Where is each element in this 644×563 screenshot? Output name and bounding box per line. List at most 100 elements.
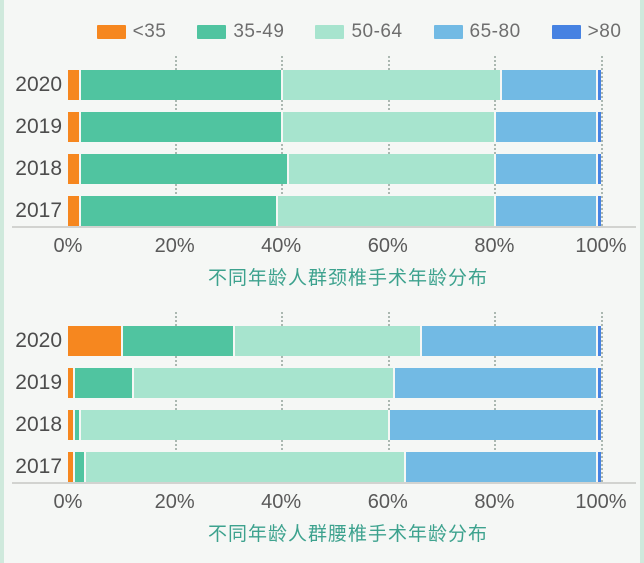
bar-segment-65-80 [419, 326, 596, 356]
legend-swatch-icon [197, 25, 227, 39]
year-label: 2020 [15, 73, 62, 96]
bar-track [68, 326, 601, 356]
bar-track [68, 368, 601, 398]
year-label: 2019 [15, 115, 62, 138]
bar-row: 2017 [12, 196, 636, 226]
bar-segment->80 [595, 154, 601, 184]
bar-segment-50-64 [78, 410, 388, 440]
gridline-100 [601, 312, 603, 482]
bar-segment-35-49 [73, 452, 84, 482]
x-axis-ticks: 0% 20% 40% 60% 80% 100% [54, 228, 627, 261]
cervical-surgery-chart: 2020 2019 2018 2017 0% 20% 40% 60% 80% 100% 不同年龄… [12, 56, 636, 290]
tick-label: 40% [261, 491, 302, 513]
bar-row: 2018 [12, 410, 636, 440]
bar-segment-50-64 [131, 368, 394, 398]
bar-segment-35-49 [78, 70, 282, 100]
legend-swatch-icon [551, 25, 581, 39]
bar-segment-35-49 [78, 112, 282, 142]
legend-label: 35-49 [233, 21, 285, 42]
bar-segment-<35 [68, 112, 79, 142]
bar-segment-65-80 [393, 368, 596, 398]
year-label: 2020 [15, 329, 62, 352]
tick-label: 0% [53, 491, 83, 513]
bar-segment-35-49 [73, 410, 79, 440]
bar-segment-50-64 [83, 452, 404, 482]
bar-segment-<35 [68, 452, 74, 482]
bar-segment-35-49 [78, 154, 287, 184]
x-axis-ticks: 0% 20% 40% 60% 80% 100% [54, 484, 627, 517]
bar-segment->80 [595, 70, 601, 100]
bar-track [68, 410, 601, 440]
legend-item: 50-64 [315, 21, 402, 43]
bar-rows: 2020 2019 2018 2017 [12, 326, 636, 482]
legend-swatch-icon [315, 25, 345, 39]
legend-swatch-icon [433, 25, 463, 39]
bar-row: 2018 [12, 154, 636, 184]
bar-track [68, 70, 601, 100]
tick-label: 0% [53, 235, 83, 257]
bar-segment-50-64 [281, 70, 500, 100]
bar-segment-65-80 [494, 112, 596, 142]
bar-segment-<35 [68, 410, 74, 440]
bar-segment-50-64 [275, 196, 495, 226]
bar-track [68, 196, 601, 226]
tick-label: 100% [575, 491, 627, 513]
plot-area: 2020 2019 2018 2017 [12, 56, 636, 228]
year-label: 2018 [15, 413, 62, 436]
legend-item: <35 [96, 21, 167, 43]
bar-row: 2020 [12, 326, 636, 356]
bar-row: 2017 [12, 452, 636, 482]
bar-rows: 2020 2019 2018 2017 [12, 70, 636, 226]
bar-segment-35-49 [73, 368, 132, 398]
legend-label: <35 [132, 21, 167, 42]
bar-segment->80 [595, 326, 601, 356]
bar-track [68, 112, 601, 142]
bar-segment-65-80 [387, 410, 596, 440]
legend-swatch-icon [96, 25, 126, 39]
legend-label: >80 [587, 21, 622, 42]
legend-item: >80 [551, 21, 622, 43]
gridline-100 [601, 56, 603, 226]
bar-segment->80 [595, 112, 601, 142]
bar-segment-35-49 [78, 196, 276, 226]
bar-row: 2019 [12, 368, 636, 398]
legend: <35 35-49 50-64 65-80 >80 [4, 20, 640, 44]
bar-segment-65-80 [494, 154, 596, 184]
legend-item: 35-49 [197, 21, 284, 43]
tick-label: 60% [367, 235, 408, 257]
bar-segment->80 [595, 410, 601, 440]
lumbar-surgery-chart: 2020 2019 2018 2017 0% 20% 40% 60% 80% 100% 不同年龄… [12, 312, 636, 546]
bar-row: 2020 [12, 70, 636, 100]
bar-segment-<35 [68, 154, 79, 184]
bar-segment-50-64 [286, 154, 495, 184]
tick-label: 20% [154, 491, 195, 513]
chart-title-lumbar: 不同年龄人群腰椎手术年龄分布 [207, 524, 488, 545]
chart-title-cervical: 不同年龄人群颈椎手术年龄分布 [207, 268, 488, 289]
bar-track [68, 154, 601, 184]
bar-segment-<35 [68, 70, 79, 100]
legend-label: 50-64 [351, 21, 403, 42]
year-label: 2017 [15, 455, 62, 478]
bar-segment-50-64 [281, 112, 495, 142]
tick-label: 100% [575, 235, 627, 257]
tick-label: 20% [154, 235, 195, 257]
bar-segment-65-80 [403, 452, 596, 482]
bar-segment-<35 [68, 368, 74, 398]
plot-area: 2020 2019 2018 2017 [12, 312, 636, 484]
legend-item: 65-80 [433, 21, 521, 43]
bar-segment-<35 [68, 196, 79, 226]
tick-label: 80% [474, 491, 515, 513]
tick-label: 60% [367, 491, 408, 513]
year-label: 2018 [15, 157, 62, 180]
bar-segment-50-64 [233, 326, 420, 356]
legend-label: 65-80 [469, 21, 521, 42]
year-label: 2019 [15, 371, 62, 394]
bar-row: 2019 [12, 112, 636, 142]
bar-segment-65-80 [494, 196, 596, 226]
bar-segment->80 [595, 196, 601, 226]
year-label: 2017 [15, 199, 62, 222]
bar-segment->80 [595, 452, 601, 482]
bar-segment-65-80 [499, 70, 596, 100]
bar-segment-<35 [68, 326, 122, 356]
